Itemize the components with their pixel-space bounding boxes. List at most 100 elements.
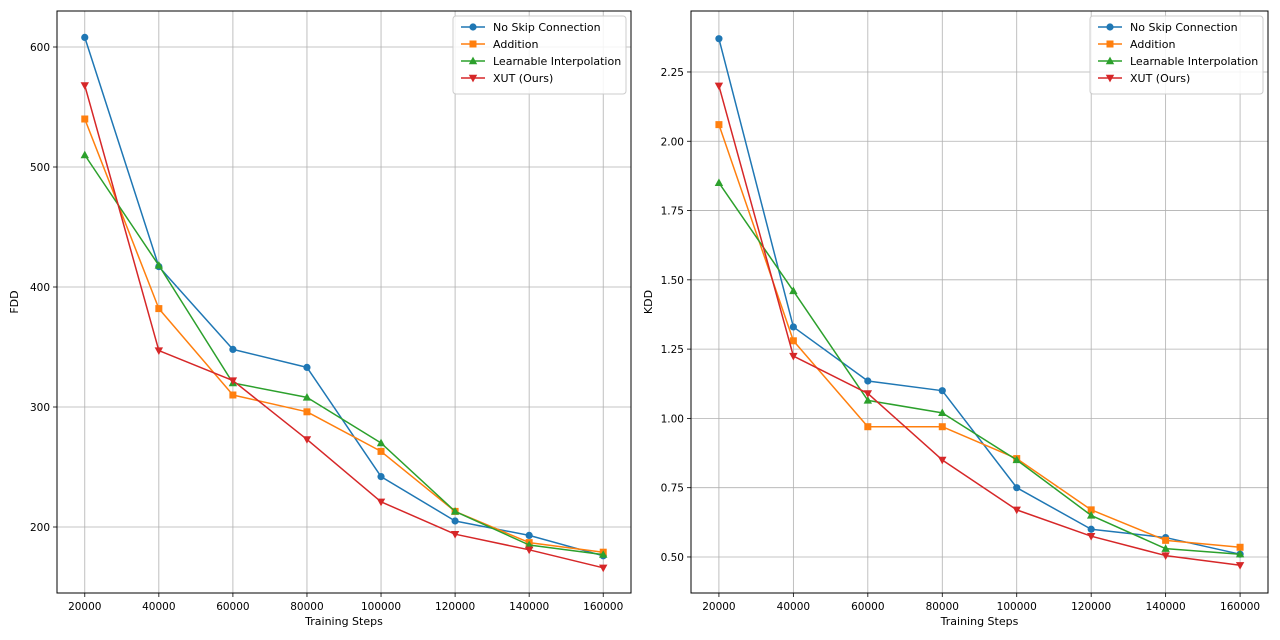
fdd-learnable-interpolation-line xyxy=(84,154,604,556)
fdd-addition-point xyxy=(81,115,89,123)
kdd-legend-xut-ours-marker xyxy=(1105,74,1115,83)
fdd-xut-ours-point xyxy=(302,436,312,444)
kdd-y-tick-label: 0.75 xyxy=(661,483,684,495)
fdd-learnable-interpolation-point xyxy=(376,438,386,447)
fdd-plot-frame xyxy=(56,10,632,594)
fdd-learnable-interpolation-point xyxy=(154,261,164,269)
kdd-no-skip-connection-point xyxy=(938,387,946,395)
fdd-y-tick-label: 300 xyxy=(30,402,50,414)
fdd-y-tick-label: 600 xyxy=(30,42,50,54)
fdd-no-skip-connection-point xyxy=(451,517,459,525)
fdd-series-no-skip-connection xyxy=(81,33,607,560)
kdd-xut-ours-point xyxy=(1086,532,1096,541)
kdd-y-tick-label: 1.50 xyxy=(661,275,684,287)
fdd-y-axis-label: FDD xyxy=(8,290,21,313)
kdd-no-skip-connection-point xyxy=(715,35,723,43)
fdd-learnable-interpolation-point xyxy=(450,507,460,515)
fdd-legend-box xyxy=(452,15,627,95)
kdd-y-tick-label: 1.25 xyxy=(661,344,684,356)
kdd-x-tick-label: 160000 xyxy=(1220,601,1260,613)
fdd-no-skip-connection-point xyxy=(303,363,311,371)
fdd-chart-panel: 20000 40000 60000 80000 100000 120000 140000 16… xyxy=(8,10,632,628)
kdd-series-xut-ours xyxy=(714,82,1245,570)
fdd-legend-addition-marker xyxy=(469,40,477,48)
kdd-addition-point xyxy=(1087,506,1095,514)
kdd-addition-point xyxy=(938,423,946,431)
kdd-legend-addition-marker xyxy=(1106,40,1114,48)
fdd-legend-no-skip-connection-marker xyxy=(469,23,477,31)
fdd-x-tick-label: 80000 xyxy=(290,601,323,613)
fdd-xut-ours-point xyxy=(599,564,608,573)
kdd-learnable-interpolation-point xyxy=(1161,544,1170,552)
kdd-addition-point xyxy=(789,337,797,345)
kdd-addition-point xyxy=(1236,543,1244,551)
fdd-no-skip-connection-point xyxy=(377,473,385,481)
kdd-learnable-interpolation-point xyxy=(1235,549,1245,558)
kdd-legend-addition-label: Addition xyxy=(1130,38,1175,51)
kdd-no-skip-connection-line xyxy=(718,38,1241,555)
fdd-legend-learnable-interpolation-marker xyxy=(468,56,478,65)
kdd-legend-box xyxy=(1089,15,1264,95)
fdd-series-xut-ours xyxy=(80,82,608,573)
fdd-xut-ours-point xyxy=(376,498,386,507)
kdd-xut-ours-point xyxy=(789,352,798,361)
fdd-learnable-interpolation-point xyxy=(524,540,534,549)
kdd-addition-point xyxy=(715,121,723,129)
kdd-y-tick-label: 0.50 xyxy=(661,552,684,564)
kdd-legend: No Skip Connection Addition Learnable Inte… xyxy=(1089,15,1264,95)
kdd-learnable-interpolation-line xyxy=(718,182,1241,555)
fdd-x-tick-label: 60000 xyxy=(216,601,249,613)
fdd-x-tick-label: 140000 xyxy=(509,601,549,613)
fdd-addition-point xyxy=(229,391,237,399)
kdd-learnable-interpolation-point xyxy=(1086,511,1096,519)
fdd-legend-addition-label: Addition xyxy=(493,38,538,51)
fdd-x-tick-label: 120000 xyxy=(435,601,475,613)
kdd-y-tick-label: 2.00 xyxy=(661,136,684,148)
kdd-legend-xut-ours-label: XUT (Ours) xyxy=(1130,72,1190,85)
fdd-legend: No Skip Connection Addition Learnable Inte… xyxy=(452,15,627,95)
fdd-legend-xut-ours-label: XUT (Ours) xyxy=(493,72,553,85)
kdd-x-tick-label: 100000 xyxy=(997,601,1037,613)
kdd-learnable-interpolation-point xyxy=(938,408,947,417)
kdd-series-learnable-interpolation xyxy=(714,178,1245,558)
kdd-x-tick-label: 20000 xyxy=(702,601,735,613)
kdd-x-axis-label: Training Steps xyxy=(940,615,1019,628)
kdd-xut-ours-point xyxy=(1235,562,1245,570)
kdd-legend-no-skip-connection-marker xyxy=(1106,23,1114,31)
kdd-no-skip-connection-point xyxy=(864,377,872,385)
kdd-x-tick-label: 120000 xyxy=(1071,601,1111,613)
fdd-learnable-interpolation-point xyxy=(599,550,608,558)
fdd-legend-xut-ours-marker xyxy=(468,74,478,83)
fdd-x-tick-label: 160000 xyxy=(583,601,623,613)
fdd-legend-no-skip-connection-label: No Skip Connection xyxy=(493,21,601,34)
kdd-y-axis-label: KDD xyxy=(642,290,655,314)
kdd-series-no-skip-connection xyxy=(715,35,1244,558)
fdd-addition-point xyxy=(377,447,385,455)
kdd-learnable-interpolation-point xyxy=(1012,455,1021,464)
fdd-x-tick-label: 20000 xyxy=(68,601,101,613)
kdd-x-tick-label: 80000 xyxy=(926,601,959,613)
fdd-xut-ours-point xyxy=(228,377,238,385)
kdd-y-tick-label: 1.75 xyxy=(661,206,684,218)
kdd-y-tick-label: 2.25 xyxy=(661,67,684,79)
fdd-addition-line xyxy=(84,118,604,553)
fdd-series-addition xyxy=(81,115,607,556)
fdd-learnable-interpolation-point xyxy=(302,393,312,401)
kdd-addition-point xyxy=(1162,536,1170,544)
kdd-x-tick-label: 40000 xyxy=(777,601,810,613)
fdd-no-skip-connection-line xyxy=(84,37,604,557)
fdd-legend-learnable-interpolation-label: Learnable Interpolation xyxy=(493,55,621,68)
fdd-no-skip-connection-point xyxy=(81,33,89,42)
fdd-addition-point xyxy=(303,408,311,416)
fdd-no-skip-connection-point xyxy=(525,531,533,540)
kdd-xut-ours-line xyxy=(718,85,1241,567)
kdd-xut-ours-point xyxy=(1161,552,1170,560)
fdd-x-tick-label: 100000 xyxy=(361,601,401,613)
kdd-learnable-interpolation-point xyxy=(714,178,724,187)
fdd-xut-ours-point xyxy=(154,347,164,355)
kdd-no-skip-connection-point xyxy=(1087,525,1095,533)
fdd-series-learnable-interpolation xyxy=(80,150,608,558)
kdd-x-tick-label: 140000 xyxy=(1146,601,1186,613)
kdd-series-addition xyxy=(715,121,1244,551)
